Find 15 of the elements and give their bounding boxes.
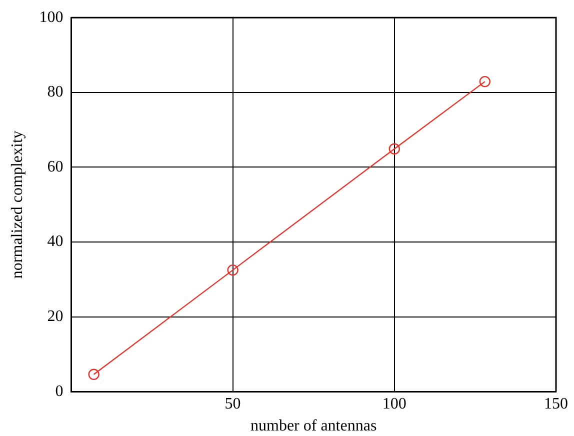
- y-tick-label: 80: [47, 84, 64, 101]
- x-tick-label: 50: [224, 395, 241, 412]
- x-tick-label: 100: [382, 395, 406, 412]
- x-tick-label: 150: [544, 395, 568, 412]
- point: [388, 143, 400, 154]
- y-axis-title: normalized complexity: [8, 130, 26, 279]
- y-tick-label: 40: [47, 233, 64, 250]
- y-tick-label: 20: [47, 308, 64, 326]
- y-tick-label: 0: [55, 382, 64, 400]
- x-axis-title: number of antennas: [250, 418, 377, 435]
- y-tick-label: 100: [39, 8, 64, 26]
- point: [479, 76, 490, 88]
- point: [88, 368, 100, 380]
- y-tick-label: 60: [47, 158, 64, 176]
- point: [227, 264, 238, 276]
